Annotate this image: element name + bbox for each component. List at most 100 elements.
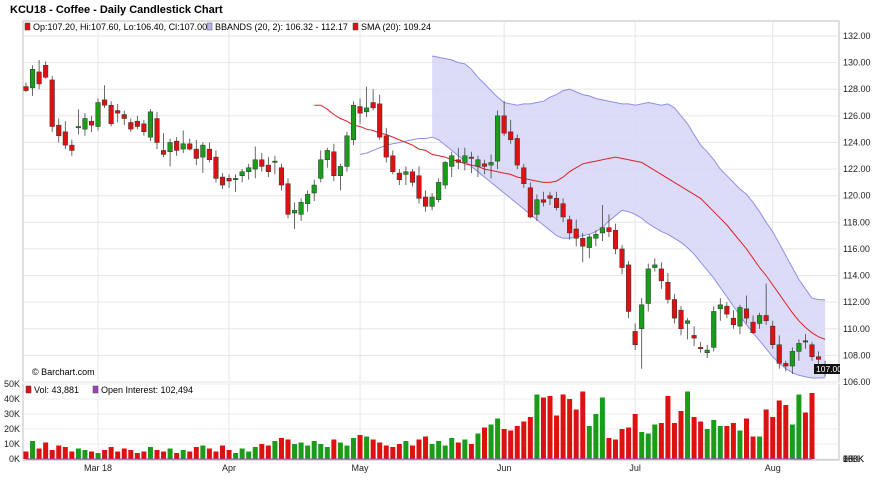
volume-bar: [698, 421, 704, 459]
volume-tick-label: 50K: [4, 379, 20, 389]
candle: [350, 101, 357, 146]
candle-body: [370, 102, 376, 109]
volume-bar: [554, 415, 560, 459]
candle: [632, 323, 638, 351]
candle: [36, 59, 42, 90]
date-tick-label: May: [352, 463, 370, 473]
price-tick-label: 112.00: [843, 297, 870, 307]
candle-body: [776, 344, 782, 364]
volume-bar: [704, 429, 710, 459]
candle: [337, 163, 343, 191]
oi-tick-label: 100K: [843, 454, 864, 464]
volume-bar: [75, 448, 81, 459]
volume-bar: [213, 451, 219, 459]
chart-title: KCU18 - Coffee - Daily Candlestick Chart: [10, 4, 223, 16]
candle: [534, 194, 540, 221]
candle-body: [626, 264, 632, 312]
volume-bar: [30, 441, 36, 459]
candle-body: [233, 178, 239, 180]
candle-body: [593, 234, 599, 239]
candle: [783, 360, 789, 372]
candle: [527, 182, 533, 219]
volume-bar: [482, 427, 487, 459]
candle-body: [154, 118, 160, 143]
volume-bar: [220, 445, 225, 459]
candle: [560, 198, 566, 223]
candle: [711, 306, 717, 352]
candle-body: [43, 65, 49, 78]
volume-bar: [613, 439, 618, 459]
volume-bar: [396, 444, 402, 459]
volume-bar: [193, 447, 199, 459]
candle: [698, 342, 704, 353]
candle: [612, 223, 619, 255]
candle: [226, 174, 232, 188]
candle-body: [612, 230, 619, 250]
volume-bar: [567, 399, 573, 459]
volume-bar: [750, 436, 756, 459]
candle-body: [102, 99, 108, 106]
volume-bar: [468, 444, 474, 459]
volume-bar: [298, 442, 304, 459]
candle: [704, 344, 710, 359]
candle: [383, 127, 389, 163]
candle-body: [645, 268, 651, 304]
candle: [796, 339, 802, 361]
candle: [23, 82, 29, 92]
candle: [43, 61, 49, 79]
candle-body: [639, 304, 645, 330]
volume-bars: [23, 391, 815, 460]
volume-bar: [82, 450, 88, 459]
candle: [547, 191, 553, 206]
candle: [691, 326, 697, 347]
candle-body: [272, 160, 278, 163]
candle-body: [488, 162, 494, 166]
volume-bar: [730, 423, 736, 459]
oi-tick-label: 0K: [843, 454, 854, 464]
candle: [108, 101, 114, 127]
volume-bar: [809, 393, 815, 459]
volume-bar: [645, 433, 651, 459]
volume-bar: [134, 453, 140, 459]
volume-bar: [547, 396, 553, 459]
candle: [403, 166, 409, 186]
candle-body: [357, 106, 363, 114]
volume-bar: [455, 442, 461, 459]
volume-tick-label: 10K: [4, 439, 20, 449]
candle-body: [298, 202, 304, 215]
volume-bar: [521, 421, 527, 459]
candle-body: [678, 309, 684, 330]
volume-bar: [265, 445, 271, 459]
candle: [390, 150, 396, 175]
volume-tick-label: 0K: [9, 454, 20, 464]
candle-body: [331, 151, 337, 176]
candle: [750, 315, 756, 335]
volume-bar: [23, 451, 29, 459]
date-tick-label: Jun: [497, 463, 512, 473]
price-tick-label: 118.00: [843, 217, 870, 227]
candle: [776, 335, 782, 369]
candle: [743, 295, 750, 324]
volume-bar: [776, 400, 782, 459]
volume-bar: [619, 429, 625, 459]
candle-body: [161, 150, 167, 155]
candle-body: [121, 114, 127, 119]
candle-body: [750, 321, 756, 334]
volume-bar: [226, 450, 232, 459]
candle-body: [409, 171, 415, 183]
volume-bar: [311, 441, 317, 459]
candle: [508, 119, 514, 144]
candle-body: [180, 143, 186, 150]
candle: [514, 134, 520, 170]
candle-body: [436, 182, 442, 200]
volume-bar: [285, 439, 291, 459]
oi-tick-label: 150K: [843, 454, 864, 464]
date-tick-label: Aug: [765, 463, 781, 473]
candle-body: [377, 103, 383, 138]
candle-body: [481, 163, 488, 167]
volume-bar: [514, 426, 520, 459]
candle: [396, 169, 402, 186]
volume-bar: [665, 396, 671, 459]
candle-body: [206, 148, 212, 161]
